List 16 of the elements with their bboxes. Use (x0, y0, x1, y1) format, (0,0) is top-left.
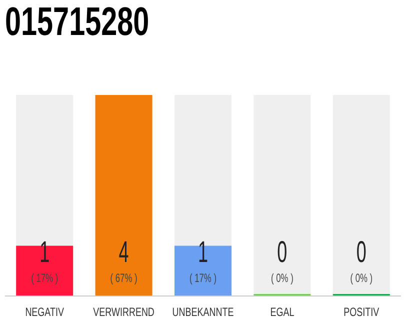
annotation: ( 17% ) (31, 272, 58, 286)
data-label: 1 (40, 236, 50, 270)
x-tick-label: POSITIV (344, 306, 380, 320)
x-tick-label: VERWIRREND (93, 306, 155, 320)
data-label: 4 (118, 236, 129, 270)
chart-title: 015715280 (5, 0, 150, 44)
data-label: 0 (356, 236, 366, 270)
data-label: 1 (198, 236, 208, 270)
annotation: ( 17% ) (189, 272, 217, 286)
annotation: ( 0% ) (350, 272, 373, 286)
x-tick-label: NEGATIV (25, 306, 65, 320)
x-tick-label: EGAL (270, 306, 294, 320)
data-label: 0 (277, 236, 288, 270)
annotation: ( 67% ) (110, 272, 138, 286)
x-tick-label: UNBEKANNTE (172, 306, 234, 320)
annotation: ( 0% ) (271, 272, 294, 286)
